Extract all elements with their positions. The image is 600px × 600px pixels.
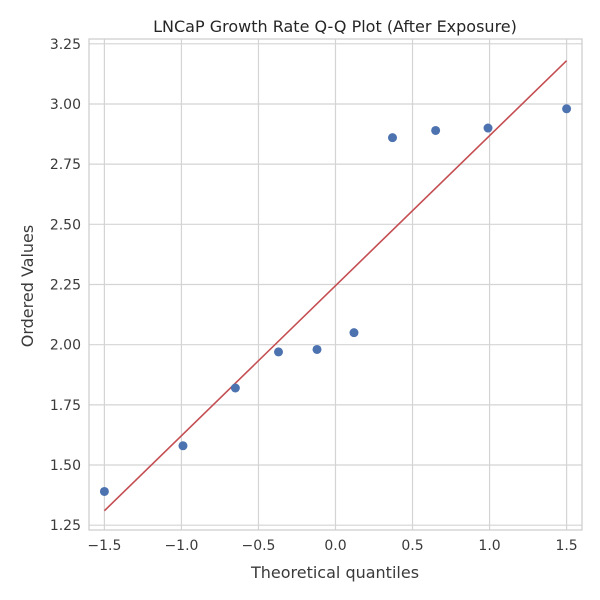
data-point [178, 441, 188, 451]
data-point [388, 133, 398, 143]
x-tick-label: 0.0 [324, 538, 346, 554]
x-tick-label: −0.5 [241, 538, 275, 554]
data-points [99, 104, 572, 496]
x-tick-labels: −1.5 −1.0 −0.5 0.0 0.5 1.0 1.5 [87, 538, 577, 554]
y-tick-label: 1.25 [50, 518, 81, 534]
y-tick-label: 2.00 [50, 338, 81, 354]
y-tick-label: 2.50 [50, 217, 81, 233]
x-tick-label: −1.0 [164, 538, 198, 554]
grid [89, 39, 582, 530]
plot-frame [88, 38, 583, 531]
data-point [312, 344, 322, 354]
data-point [349, 328, 359, 338]
y-tick-label: 2.25 [50, 278, 81, 294]
fit-line [103, 60, 568, 512]
y-tick-label: 1.50 [50, 458, 81, 474]
y-tick-label: 3.25 [50, 37, 81, 53]
x-tick-label: −1.5 [87, 538, 121, 554]
x-axis-title: Theoretical quantiles [250, 563, 419, 582]
data-point [99, 486, 109, 496]
chart-title: LNCaP Growth Rate Q-Q Plot (After Exposu… [153, 17, 517, 36]
data-point [562, 104, 572, 114]
y-tick-label: 1.75 [50, 398, 81, 414]
data-point [483, 123, 493, 133]
y-tick-labels: 1.25 1.50 1.75 2.00 2.25 2.50 2.75 3.00 3.25 [50, 37, 81, 534]
y-tick-label: 3.00 [50, 97, 81, 113]
data-point [431, 125, 441, 135]
x-tick-label: 1.5 [555, 538, 577, 554]
data-point [273, 347, 283, 357]
y-axis-title: Ordered Values [18, 225, 37, 347]
x-tick-label: 0.5 [401, 538, 423, 554]
fit-line-layer [103, 60, 568, 512]
data-point [230, 383, 240, 393]
y-tick-label: 2.75 [50, 157, 81, 173]
x-tick-label: 1.0 [478, 538, 500, 554]
